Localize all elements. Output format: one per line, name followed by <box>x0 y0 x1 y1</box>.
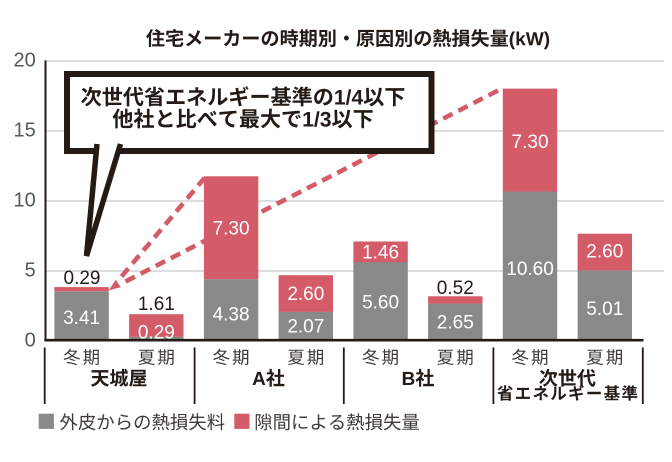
svg-text:10: 10 <box>14 189 36 211</box>
svg-text:5.01: 5.01 <box>586 299 623 320</box>
svg-text:0.29: 0.29 <box>138 323 175 344</box>
svg-text:15: 15 <box>14 119 36 141</box>
svg-text:1.61: 1.61 <box>138 294 175 315</box>
svg-text:2.07: 2.07 <box>287 317 324 338</box>
svg-text:10.60: 10.60 <box>506 259 554 280</box>
svg-text:20: 20 <box>14 49 36 71</box>
svg-text:3.41: 3.41 <box>63 308 100 329</box>
svg-text:7.30: 7.30 <box>213 219 250 240</box>
svg-text:1.46: 1.46 <box>362 243 399 264</box>
svg-text:4.38: 4.38 <box>213 304 250 325</box>
svg-text:7.30: 7.30 <box>512 132 549 153</box>
svg-text:2.60: 2.60 <box>586 242 623 263</box>
svg-text:2.60: 2.60 <box>287 284 324 305</box>
svg-text:5: 5 <box>25 259 36 281</box>
svg-text:2.65: 2.65 <box>437 313 474 334</box>
svg-text:0.29: 0.29 <box>64 268 101 289</box>
svg-text:5.60: 5.60 <box>362 293 399 314</box>
svg-text:0: 0 <box>25 329 36 351</box>
svg-text:0.52: 0.52 <box>437 278 474 299</box>
